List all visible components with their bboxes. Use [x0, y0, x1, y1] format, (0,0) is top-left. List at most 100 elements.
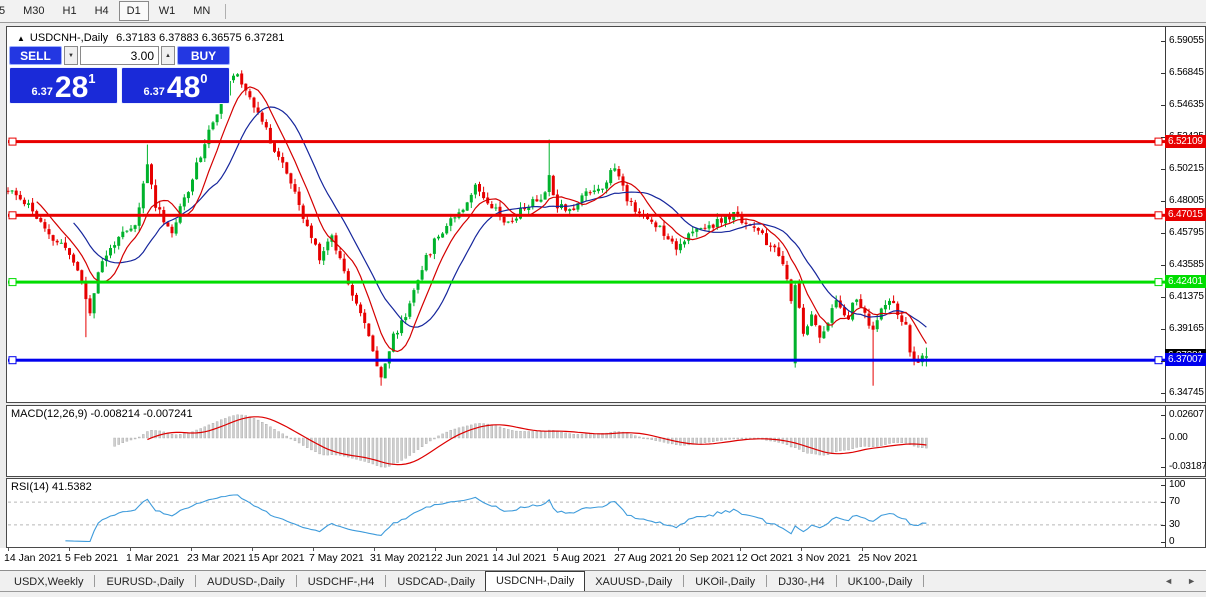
date-axis-tick [130, 548, 131, 551]
chart-tab-ukoil-daily[interactable]: UKOil-,Daily [695, 576, 756, 588]
price-tick-label: 6.50215 [1169, 163, 1204, 174]
level-price-label: 6.52109 [1165, 135, 1206, 148]
price-tick-label: 6.34745 [1169, 387, 1204, 398]
horizontal-level-lines [8, 137, 1165, 365]
buy-button[interactable]: BUY [177, 46, 230, 65]
date-axis-tick [496, 548, 497, 551]
date-tick-label: 25 Nov 2021 [858, 552, 918, 564]
tab-separator [385, 575, 387, 587]
chart-tab-usdcnh-daily[interactable]: USDCNH-,Daily [484, 571, 586, 591]
chart-tab-usdcad-daily[interactable]: USDCAD-,Daily [397, 576, 475, 588]
rsi-axis-tick [1161, 485, 1165, 486]
date-tick-label: 15 Apr 2021 [248, 552, 305, 564]
date-tick-label: 31 May 2021 [370, 552, 431, 564]
tab-scroll-left-icon[interactable]: ◄ [1164, 576, 1174, 586]
date-tick-label: 12 Oct 2021 [736, 552, 794, 564]
price-axis-tick [1161, 169, 1165, 170]
sell-price-prefix: 6.37 [31, 86, 53, 98]
rsi-plot[interactable] [7, 479, 1205, 547]
chart-tab-dj30-h4[interactable]: DJ30-,H4 [778, 576, 825, 588]
date-tick-label: 27 Aug 2021 [614, 552, 673, 564]
volume-input[interactable]: 3.00 [80, 46, 159, 65]
date-tick-label: 14 Jan 2021 [4, 552, 62, 564]
date-axis-tick [801, 548, 802, 551]
date-tick-label: 22 Jun 2021 [431, 552, 489, 564]
rsi-axis-tick [1161, 525, 1165, 526]
macd-tick-label: -0.03187 [1169, 461, 1206, 472]
sell-button[interactable]: SELL [9, 46, 62, 65]
candlestick-plot[interactable] [7, 27, 1205, 402]
macd-tick-label: 0.02607 [1169, 409, 1204, 420]
date-axis: 14 Jan 2021 5 Feb 2021 1 Mar 2021 23 Mar 20… [0, 548, 1206, 570]
chart-symbol-label: USDCNH-,Daily [29, 32, 109, 44]
chart-tab-xauusd-daily[interactable]: XAUUSD-,Daily [595, 576, 673, 588]
buy-price-box[interactable]: 6.37 48 0 [121, 67, 230, 104]
tab-separator [766, 575, 768, 587]
chart-tab-usdchf-h4[interactable]: USDCHF-,H4 [307, 576, 375, 588]
date-tick-label: 5 Feb 2021 [65, 552, 119, 564]
price-axis-tick [1161, 233, 1165, 234]
price-tick-label: 6.59055 [1169, 35, 1204, 46]
chart-tab-audusd-daily[interactable]: AUDUSD-,Daily [207, 576, 285, 588]
collapse-panel-icon[interactable]: ▲ [17, 34, 25, 43]
price-tick-label: 6.45795 [1169, 227, 1204, 238]
price-tick-label: 6.43585 [1169, 259, 1204, 270]
date-tick-label: 23 Mar 2021 [187, 552, 246, 564]
date-tick-label: 3 Nov 2021 [797, 552, 851, 564]
toolbar-separator [225, 3, 227, 19]
timeframe-button-h4[interactable]: H4 [94, 5, 109, 17]
sell-price-box[interactable]: 6.37 28 1 [9, 67, 118, 104]
rsi-tick-label: 70 [1169, 496, 1180, 507]
date-axis-tick [8, 548, 9, 551]
macd-histogram [113, 414, 928, 468]
chart-tab-usdx-weekly[interactable]: USDX,Weekly [14, 576, 84, 588]
timeframe-button-m30[interactable]: M30 [23, 5, 45, 17]
buy-price-big: 48 [166, 71, 201, 104]
timeframe-button-w1[interactable]: W1 [158, 5, 176, 17]
volume-decrease-button[interactable]: ▼ [64, 46, 78, 65]
rsi-axis-line [1165, 479, 1166, 547]
rsi-axis-tick [1161, 542, 1165, 543]
price-axis-tick [1161, 137, 1165, 138]
price-tick-label: 6.54635 [1169, 99, 1204, 110]
date-axis-tick [618, 548, 619, 551]
date-tick-label: 20 Sep 2021 [675, 552, 735, 564]
price-axis-tick [1161, 105, 1165, 106]
date-tick-label: 5 Aug 2021 [553, 552, 607, 564]
macd-signal-line [147, 416, 927, 466]
macd-tick-label: 0.00 [1169, 432, 1188, 443]
rsi-axis-tick [1161, 502, 1165, 503]
timeframe-button-d1[interactable]: D1 [118, 1, 149, 21]
date-tick-label: 7 May 2021 [309, 552, 364, 564]
tab-separator [683, 575, 685, 587]
macd-axis-tick [1161, 467, 1165, 468]
macd-axis-line [1165, 406, 1166, 476]
price-axis-tick [1161, 265, 1165, 266]
price-axis-tick [1161, 73, 1165, 74]
timeframe-button-mn[interactable]: MN [193, 5, 211, 17]
chart-tab-uk100-daily[interactable]: UK100-,Daily [847, 576, 913, 588]
timeframe-button-h1[interactable]: H1 [62, 5, 77, 17]
rsi-label: RSI(14) 41.5382 [11, 481, 92, 493]
date-axis-tick [374, 548, 375, 551]
rsi-tick-label: 100 [1169, 479, 1186, 490]
volume-increase-button[interactable]: ▲ [161, 46, 175, 65]
price-axis-tick [1161, 297, 1165, 298]
rsi-tick-label: 0 [1169, 536, 1175, 547]
macd-plot[interactable] [7, 406, 1205, 476]
level-price-label: 6.42401 [1165, 275, 1206, 288]
chart-tab-eurusd-daily[interactable]: EURUSD-,Daily [106, 576, 185, 588]
price-axis-tick [1161, 329, 1165, 330]
ma-fast-line [36, 86, 927, 353]
one-click-trading-panel: SELL ▼ 3.00 ▲ BUY 6.37 28 1 6.37 48 0 [9, 46, 230, 104]
date-tick-label: 14 Jul 2021 [492, 552, 547, 564]
date-axis-tick [740, 548, 741, 551]
tab-scroll-right-icon[interactable]: ► [1187, 576, 1196, 586]
date-axis-tick [69, 548, 70, 551]
timeframe-toolbar: 5 M30 H1 H4 D1 W1 MN [0, 0, 1206, 23]
level-price-label: 6.37007 [1165, 353, 1206, 366]
sell-price-big: 28 [54, 71, 89, 104]
price-axis-tick [1161, 41, 1165, 42]
timeframe-button-5[interactable]: 5 [0, 1, 13, 21]
price-axis-tick [1161, 393, 1165, 394]
